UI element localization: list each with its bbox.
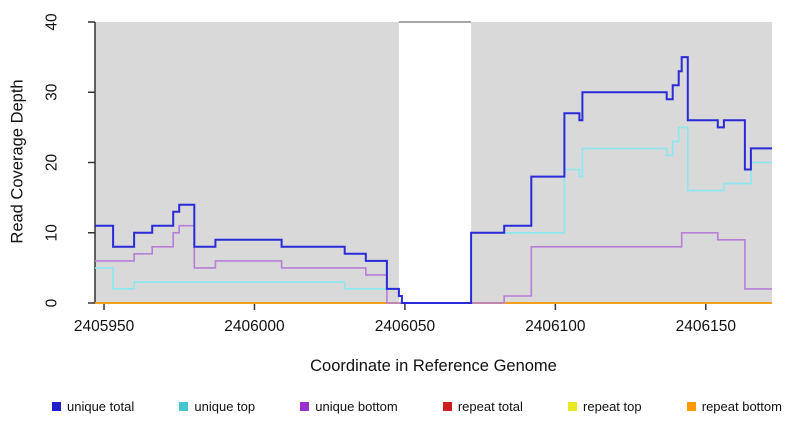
legend-swatch <box>442 402 452 411</box>
legend-item-repeat-bottom: repeat bottom <box>686 399 782 414</box>
x-tick-label: 2405950 <box>74 318 135 335</box>
x-tick-label: 2406100 <box>525 318 586 335</box>
legend-swatch <box>300 402 310 411</box>
legend-label: repeat bottom <box>701 399 782 414</box>
legend-swatch <box>179 402 189 411</box>
legend-item-unique-top: unique top <box>179 399 255 414</box>
y-tick-label: 20 <box>44 154 61 172</box>
x-tick-label: 2406000 <box>224 318 285 335</box>
legend-swatch <box>686 402 696 411</box>
series-line-unique-top <box>95 126 772 304</box>
legend: unique total unique top unique bottom repea… <box>52 399 782 414</box>
legend-item-repeat-top: repeat top <box>568 399 642 414</box>
legend-label: unique bottom <box>315 399 398 414</box>
x-tick-label: 2406050 <box>375 318 436 335</box>
gap-region <box>398 22 472 303</box>
legend-label: unique total <box>67 399 135 414</box>
legend-label: unique top <box>194 399 256 414</box>
legend-label: repeat total <box>457 399 523 414</box>
y-tick-label: 0 <box>44 298 61 307</box>
y-tick-label: 10 <box>44 224 61 242</box>
x-axis-title: Coordinate in Reference Genome <box>310 357 557 375</box>
legend-label: repeat top <box>583 399 642 414</box>
series-line-unique-bottom <box>95 224 772 304</box>
legend-item-unique-bottom: unique bottom <box>300 399 398 414</box>
legend-item-repeat-total: repeat total <box>442 399 523 414</box>
legend-item-unique-total: unique total <box>52 399 134 414</box>
y-tick-label: 40 <box>44 13 61 31</box>
x-tick-label: 2406150 <box>676 318 737 335</box>
legend-swatch <box>52 402 61 411</box>
y-tick-label: 30 <box>44 83 61 101</box>
series-line-unique-total <box>95 56 772 304</box>
y-axis-title: Read Coverage Depth <box>8 79 27 244</box>
legend-swatch <box>568 402 578 411</box>
